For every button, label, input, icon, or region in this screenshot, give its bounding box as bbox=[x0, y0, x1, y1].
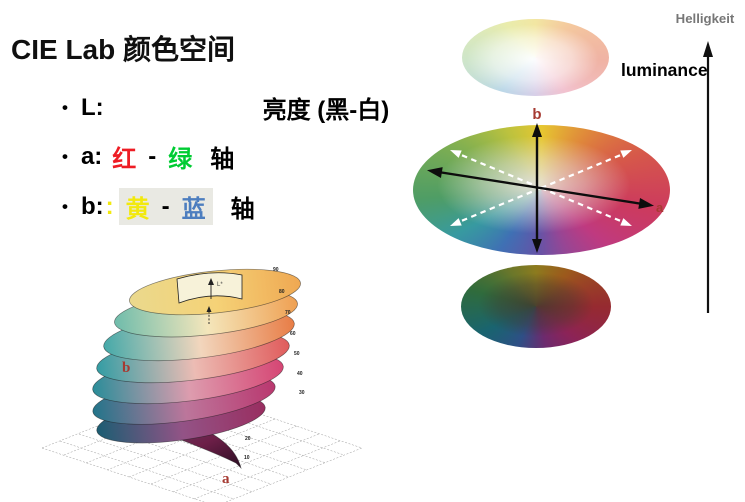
gamut-lstar-label: L* bbox=[217, 282, 223, 288]
layer-label: 40 bbox=[297, 371, 303, 377]
page-title: CIE Lab 颜色空间 bbox=[11, 34, 236, 65]
l-description: 亮度 (黑-白) bbox=[262, 97, 390, 124]
layer-label: 80 bbox=[279, 289, 285, 295]
gamut-lstar-cut: L* bbox=[176, 272, 243, 324]
wheel-b-label: b bbox=[532, 106, 541, 123]
gamut-layer-labels: 90 80 70 60 50 40 30 20 10 bbox=[244, 267, 305, 461]
layer-label: 10 bbox=[244, 455, 250, 461]
layer-label: 90 bbox=[273, 267, 279, 273]
lab-gamut-3d-figure: L* 90 80 70 60 50 40 30 20 10 b a bbox=[41, 267, 363, 502]
lab-axes-overlay: Helligkeit luminance b a bbox=[427, 11, 735, 313]
bullet-icon: • bbox=[62, 146, 68, 166]
layer-label: 60 bbox=[290, 331, 296, 337]
bullet-icon: • bbox=[62, 97, 68, 117]
b-yellow-colon: : bbox=[105, 192, 114, 220]
b-label: b: bbox=[80, 192, 104, 220]
b-dash: - bbox=[161, 192, 170, 220]
layer-label: 20 bbox=[245, 436, 251, 442]
b-highlight-block: 黄 - 蓝 bbox=[118, 188, 213, 225]
luminance-arrow bbox=[703, 41, 713, 313]
b-axis-word: 轴 bbox=[230, 196, 255, 223]
lab-bottom-dark-disc bbox=[461, 265, 611, 348]
helligkeit-label: Helligkeit bbox=[676, 11, 735, 26]
b-blue-word: 蓝 bbox=[181, 196, 206, 223]
layer-label: 50 bbox=[294, 351, 300, 357]
bullet-line-a-axis: • a: 红 - 绿 轴 bbox=[62, 139, 234, 174]
gamut-b-label: b bbox=[122, 360, 130, 376]
wheel-a-label: a bbox=[656, 200, 664, 215]
wheel-ray-arrowheads bbox=[450, 150, 632, 226]
layer-label: 70 bbox=[285, 310, 291, 316]
lab-top-light-disc bbox=[462, 19, 609, 96]
a-label: a: bbox=[80, 142, 103, 170]
bullet-icon: • bbox=[62, 196, 68, 216]
layer-label: 30 bbox=[299, 390, 305, 396]
a-green-word: 绿 bbox=[168, 146, 193, 173]
a-red-word: 红 bbox=[112, 146, 137, 173]
l-label: L: bbox=[80, 93, 104, 121]
a-dash: - bbox=[148, 142, 157, 170]
bullet-line-b-axis: • b: : 黄 - 蓝 轴 bbox=[62, 188, 255, 225]
gamut-layers bbox=[92, 268, 301, 470]
luminance-label: luminance bbox=[621, 60, 708, 80]
gamut-a-label: a bbox=[222, 471, 230, 487]
a-axis-word: 轴 bbox=[210, 146, 235, 173]
wheel-a-axis-arrow bbox=[427, 167, 654, 209]
bullet-line-luminance: • L: 亮度 (黑-白) bbox=[62, 90, 389, 125]
lab-color-wheel-disc bbox=[413, 125, 670, 255]
b-yellow-word: 黄 bbox=[125, 196, 150, 223]
